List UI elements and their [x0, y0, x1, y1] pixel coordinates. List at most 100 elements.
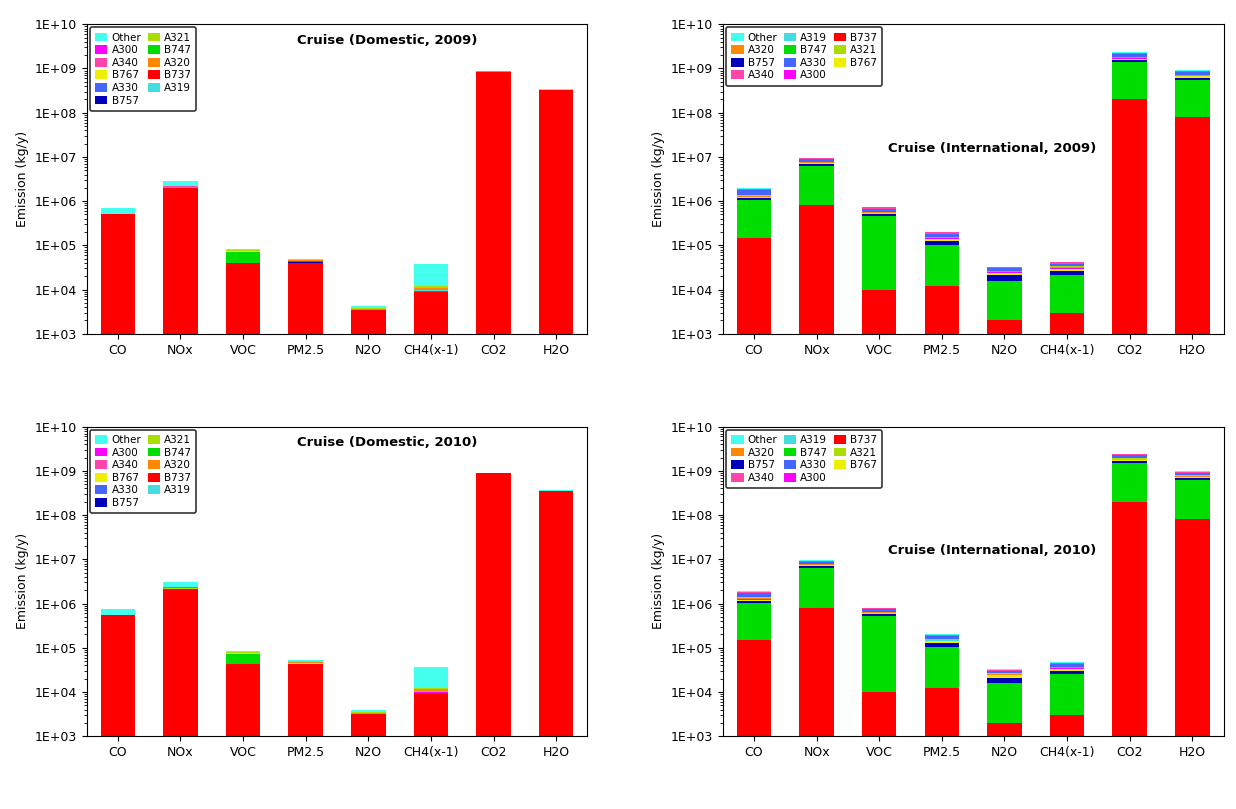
Bar [800, 205, 834, 809]
Bar [800, 163, 834, 164]
Bar [737, 188, 771, 189]
Bar [226, 654, 261, 664]
Bar [988, 671, 1022, 673]
Text: Cruise (International, 2010): Cruise (International, 2010) [887, 544, 1096, 557]
Bar [351, 712, 386, 713]
Bar [861, 692, 896, 809]
Bar [988, 723, 1022, 809]
Bar [925, 643, 959, 647]
Bar [1049, 671, 1084, 675]
Bar [800, 608, 834, 809]
Bar [861, 214, 896, 216]
Bar [925, 647, 959, 688]
Text: Cruise (Domestic, 2010): Cruise (Domestic, 2010) [297, 436, 477, 449]
Bar [737, 197, 771, 198]
Bar [1049, 313, 1084, 809]
Bar [988, 674, 1022, 675]
Bar [861, 290, 896, 809]
Bar [925, 636, 959, 639]
Bar [988, 676, 1022, 678]
Bar [737, 601, 771, 603]
Bar [861, 609, 896, 612]
Bar [1049, 669, 1084, 671]
Bar [414, 291, 449, 809]
Bar [988, 271, 1022, 272]
Bar [1112, 57, 1147, 58]
Bar [476, 72, 510, 809]
Bar [351, 710, 386, 712]
Bar [925, 286, 959, 809]
Bar [800, 568, 834, 608]
Bar [100, 208, 135, 214]
Bar [1112, 461, 1147, 463]
Bar [925, 239, 959, 241]
Bar [1112, 100, 1147, 809]
Bar [414, 288, 449, 290]
Bar [925, 234, 959, 236]
Bar [1112, 62, 1147, 100]
Bar [1112, 54, 1147, 57]
Bar [1049, 262, 1084, 264]
Bar [226, 650, 261, 652]
Bar [351, 309, 386, 310]
Bar [988, 683, 1022, 723]
Bar [1175, 78, 1210, 80]
Bar [737, 592, 771, 598]
Text: Cruise (International, 2009): Cruise (International, 2009) [887, 142, 1096, 155]
Bar [737, 200, 771, 238]
Bar [414, 692, 449, 693]
Bar [163, 587, 198, 588]
Bar [226, 248, 261, 250]
Bar [925, 688, 959, 809]
Bar [861, 209, 896, 212]
Text: Cruise (Domestic, 2009): Cruise (Domestic, 2009) [297, 33, 477, 47]
Bar [925, 641, 959, 643]
Bar [861, 616, 896, 692]
Bar [351, 307, 386, 309]
Bar [1175, 72, 1210, 74]
Bar [414, 667, 449, 688]
Legend: Other, A320, B757, A340, A319, B747, A330, A300, B737, A321, B767: Other, A320, B757, A340, A319, B747, A33… [726, 430, 883, 488]
Bar [1049, 271, 1084, 275]
Bar [226, 252, 261, 263]
Bar [737, 598, 771, 599]
Bar [226, 263, 261, 809]
Bar [1112, 460, 1147, 461]
Bar [861, 608, 896, 609]
Bar [1112, 463, 1147, 502]
Bar [539, 90, 574, 809]
Bar [737, 640, 771, 809]
Bar [1049, 267, 1084, 268]
Y-axis label: Emission (kg/y): Emission (kg/y) [653, 131, 665, 227]
Bar [1049, 675, 1084, 715]
Bar [1049, 264, 1084, 266]
Bar [1112, 53, 1147, 54]
Bar [925, 232, 959, 234]
Bar [163, 589, 198, 809]
Bar [414, 265, 449, 286]
Bar [163, 186, 198, 187]
Bar [1112, 455, 1147, 458]
Y-axis label: Emission (kg/y): Emission (kg/y) [16, 131, 28, 227]
Bar [288, 259, 323, 260]
Legend: Other, A320, B757, A340, A319, B747, A330, A300, B737, A321, B767: Other, A320, B757, A340, A319, B747, A33… [726, 28, 883, 86]
Bar [988, 281, 1022, 320]
Bar [925, 245, 959, 286]
Bar [414, 688, 449, 689]
Bar [800, 566, 834, 568]
Bar [737, 603, 771, 640]
Bar [988, 269, 1022, 271]
Bar [800, 164, 834, 166]
Bar [1175, 75, 1210, 76]
Bar [861, 207, 896, 209]
Bar [1049, 261, 1084, 262]
Bar [925, 241, 959, 245]
Bar [861, 614, 896, 616]
Bar [1112, 459, 1147, 460]
Bar [1049, 667, 1084, 668]
Bar [800, 565, 834, 566]
Legend: Other, A300, A340, B767, A330, B757, A321, B747, A320, B737, A319: Other, A300, A340, B767, A330, B757, A32… [90, 430, 197, 513]
Bar [988, 678, 1022, 683]
Bar [1049, 664, 1084, 667]
Bar [1112, 58, 1147, 60]
